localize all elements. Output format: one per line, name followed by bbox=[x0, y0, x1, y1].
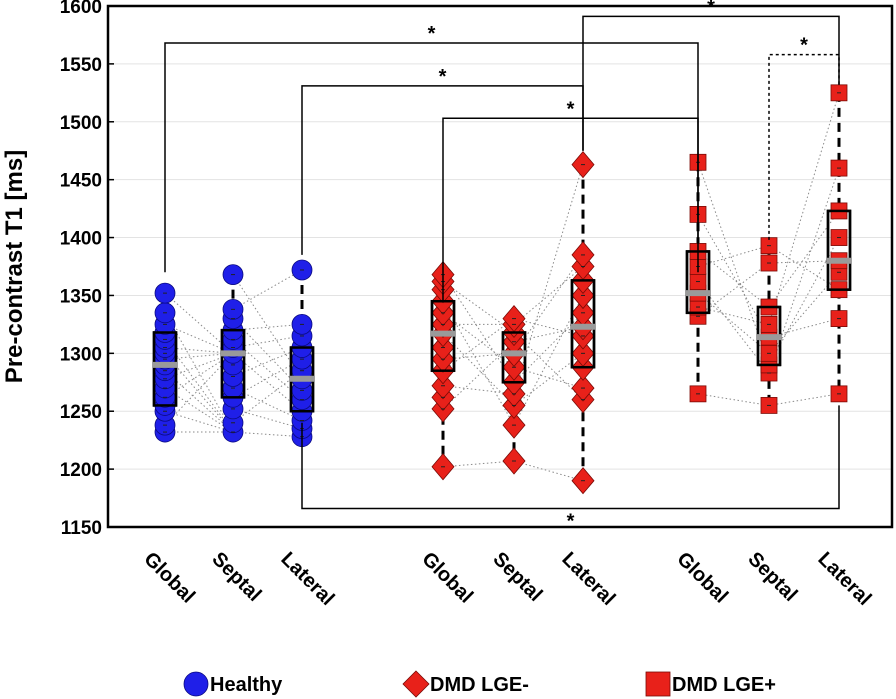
legend-dmd-lge-label: DMD LGE+ bbox=[672, 674, 776, 696]
dmd-lge-link-0-3 bbox=[442, 318, 515, 372]
box-plots bbox=[152, 92, 852, 481]
dmd-lge-link-1-0 bbox=[768, 393, 840, 406]
significance-star-0: * bbox=[428, 23, 436, 45]
y-tick-label-1500: 1500 bbox=[60, 113, 102, 134]
dmd-lge-link-1-9 bbox=[513, 266, 584, 325]
dmd-lge-link-0-1 bbox=[697, 262, 770, 317]
legend-dmd-lge-marker bbox=[645, 671, 671, 697]
healthy-septal-box-outline bbox=[220, 328, 246, 399]
dmd-lge-global-x-label: Global bbox=[417, 548, 477, 608]
healthy-link-0-10 bbox=[164, 339, 234, 433]
legend-healthy-marker bbox=[183, 671, 209, 697]
y-tick-label-1350: 1350 bbox=[60, 286, 102, 307]
healthy-global-box-outline bbox=[152, 331, 178, 407]
significance-star-4: * bbox=[800, 35, 808, 57]
healthy-link-0-11 bbox=[164, 323, 234, 354]
dmd-lge-lateral-box-outline bbox=[826, 209, 852, 291]
data-points bbox=[152, 84, 852, 495]
dmd-lge-lateral-x-label: Lateral bbox=[557, 548, 619, 610]
significance-star-1: * bbox=[439, 66, 447, 88]
dmd-lge-link-0-9 bbox=[442, 281, 515, 333]
y-tick-label-1550: 1550 bbox=[60, 55, 102, 76]
healthy-global-x-label: Global bbox=[139, 548, 199, 608]
y-tick-label-1400: 1400 bbox=[60, 229, 102, 250]
y-tick-label-1450: 1450 bbox=[60, 171, 102, 192]
subject-connecting-lines bbox=[164, 92, 840, 482]
significance-brackets: ****** bbox=[164, 0, 840, 532]
y-tick-label-1300: 1300 bbox=[60, 344, 102, 365]
healthy-link-1-6 bbox=[232, 352, 303, 412]
significance-star-3: * bbox=[707, 0, 715, 18]
healthy-link-0-13 bbox=[164, 292, 234, 354]
healthy-lateral-x-label: Lateral bbox=[276, 548, 338, 610]
dmd-lge-septal-x-label: Septal bbox=[743, 548, 801, 606]
plot-frame bbox=[106, 4, 894, 529]
significance-bracket-5 bbox=[301, 405, 840, 510]
dmd-lge-septal-box-outline bbox=[501, 331, 527, 384]
legend-dmd-lge-marker bbox=[402, 670, 430, 698]
dmd-lge-link-0-6 bbox=[697, 251, 770, 308]
dmd-lge-link-0-2 bbox=[442, 385, 515, 395]
legend: Healthy DMD LGE- DMD LGE+ bbox=[183, 670, 776, 698]
healthy-link-0-6 bbox=[164, 370, 234, 433]
y-tick-label-1150: 1150 bbox=[61, 518, 102, 539]
significance-bracket-3 bbox=[582, 15, 840, 151]
healthy-link-0-12 bbox=[164, 312, 234, 433]
dmd-lge-link-1-0 bbox=[513, 460, 584, 482]
dmd-lge-link-1-1 bbox=[513, 295, 584, 426]
significance-star-5: * bbox=[567, 510, 575, 532]
significance-bracket-2 bbox=[442, 117, 699, 302]
dmd-lge-septal-x-label: Septal bbox=[488, 548, 546, 606]
significance-bracket-4 bbox=[768, 53, 840, 240]
legend-dmd-lge-label: DMD LGE- bbox=[430, 674, 529, 696]
dmd-lge-global-x-label: Global bbox=[672, 548, 732, 608]
healthy-link-0-1 bbox=[164, 352, 234, 426]
dmd-lge-link-0-7 bbox=[442, 312, 515, 368]
healthy-link-1-11 bbox=[232, 269, 303, 310]
y-tick-label-1200: 1200 bbox=[60, 460, 102, 481]
dmd-lge-link-0-10 bbox=[442, 274, 515, 383]
y-tick-label-1600: 1600 bbox=[60, 0, 102, 18]
dmd-lge-lateral-x-label: Lateral bbox=[813, 548, 875, 610]
significance-star-2: * bbox=[567, 98, 575, 120]
legend-healthy-label: Healthy bbox=[210, 674, 283, 696]
dmd-lge-link-1-5 bbox=[768, 92, 840, 325]
healthy-septal-x-label: Septal bbox=[207, 548, 265, 606]
y-tick-label-1250: 1250 bbox=[60, 402, 102, 423]
y-axis-label: Pre-contrast T1 [ms] bbox=[1, 150, 28, 383]
dmd-lge-link-0-0 bbox=[697, 393, 770, 406]
